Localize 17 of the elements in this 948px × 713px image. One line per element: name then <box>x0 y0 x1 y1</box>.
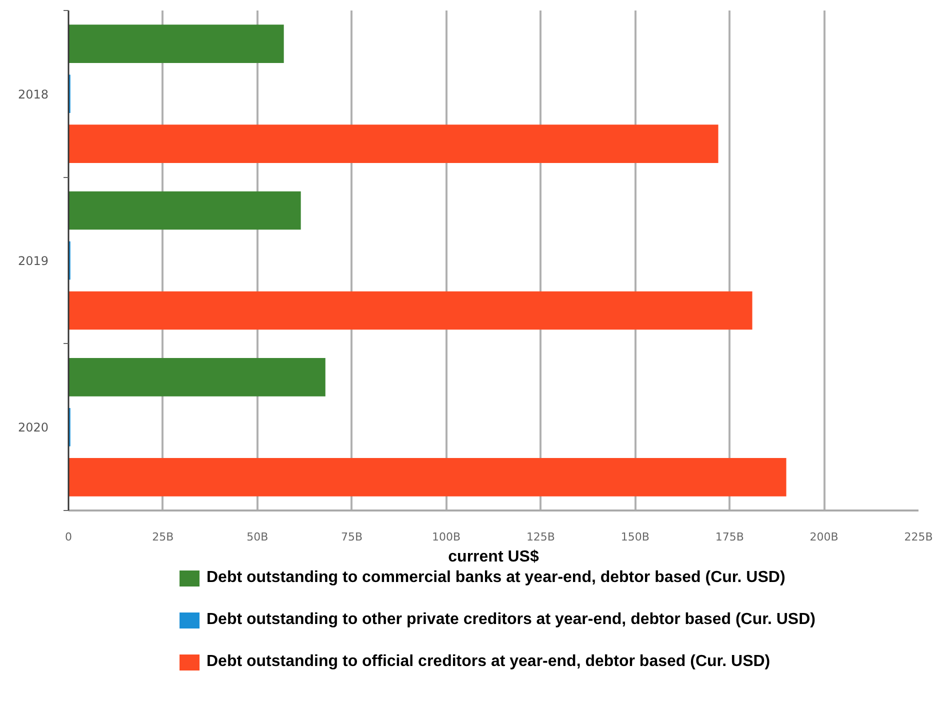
x-tick-label: 175B <box>715 530 744 544</box>
x-tick-label: 50B <box>246 530 268 544</box>
y-tick-label: 2019 <box>18 254 49 268</box>
legend-label: Debt outstanding to commercial banks at year-end, debtor based (Cur. USD) <box>206 569 786 587</box>
x-tick-label: 25B <box>152 530 174 544</box>
x-tick-label: 0 <box>65 530 72 544</box>
x-axis-title: current US$ <box>448 548 539 566</box>
x-tick-label: 150B <box>620 530 650 544</box>
legend-label: Debt outstanding to official creditors at year-end, debtor based (Cur. USD) <box>206 653 770 671</box>
x-tick-label: 125B <box>526 530 555 544</box>
y-tick-label: 2018 <box>18 87 49 102</box>
x-tick-label: 225B <box>904 530 933 544</box>
x-tick-label: 200B <box>810 530 838 544</box>
x-tick-label: 75B <box>341 530 363 544</box>
y-tick-label: 2020 <box>18 420 49 435</box>
x-tick-label: 100B <box>432 530 461 544</box>
legend-label: Debt outstanding to other private creditors at year-end, debtor based (Cur. USD) <box>206 611 816 629</box>
